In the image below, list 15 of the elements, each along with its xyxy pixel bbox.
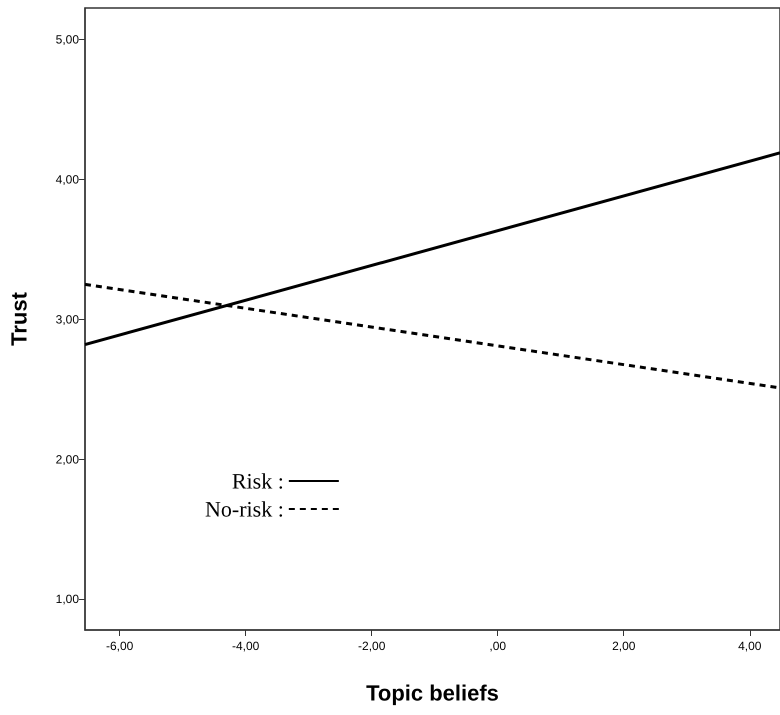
legend-label: Risk : — [232, 468, 284, 494]
y-tick-label: 3,00 — [56, 312, 80, 326]
x-tick-label: -4,00 — [232, 639, 260, 653]
legend-label: No-risk : — [205, 496, 284, 522]
y-axis-title: Trust — [6, 291, 32, 346]
y-tick-label: 5,00 — [56, 32, 80, 46]
y-tick-label: 1,00 — [56, 592, 80, 606]
y-tick-label: 2,00 — [56, 452, 80, 466]
x-tick-label: 2,00 — [612, 639, 636, 653]
x-tick-label: ,00 — [489, 639, 506, 653]
x-tick-label: -2,00 — [358, 639, 386, 653]
x-tick-label: 4,00 — [738, 639, 762, 653]
x-axis-title: Topic beliefs — [366, 680, 499, 706]
x-tick-label: -6,00 — [106, 639, 134, 653]
y-tick-label: 4,00 — [56, 172, 80, 186]
